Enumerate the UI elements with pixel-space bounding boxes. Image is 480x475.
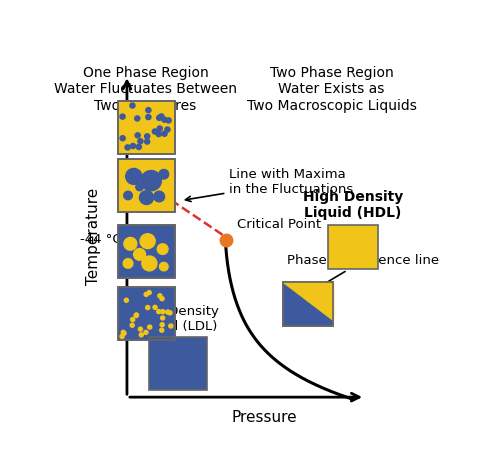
FancyBboxPatch shape [283,282,334,326]
Circle shape [168,311,172,315]
Circle shape [165,127,170,132]
Circle shape [141,171,161,190]
Circle shape [162,117,167,122]
Circle shape [126,169,142,184]
Circle shape [146,108,151,113]
Circle shape [138,327,143,331]
Circle shape [123,259,133,268]
Circle shape [135,116,140,121]
Circle shape [169,324,173,328]
FancyBboxPatch shape [118,101,175,154]
Circle shape [145,305,150,310]
Circle shape [140,190,154,205]
Text: Low Density
Liquid (LDL): Low Density Liquid (LDL) [138,305,218,333]
Circle shape [157,244,168,255]
Circle shape [156,115,162,120]
Circle shape [159,114,164,119]
FancyBboxPatch shape [118,225,175,278]
Text: Two Phase Region
Water Exists as
Two Macroscopic Liquids: Two Phase Region Water Exists as Two Mac… [247,66,417,113]
Circle shape [124,238,137,250]
Circle shape [161,316,165,320]
Text: Critical Point: Critical Point [237,218,321,231]
Circle shape [120,334,124,339]
Circle shape [146,114,151,120]
Circle shape [124,191,132,200]
Circle shape [156,310,161,314]
Circle shape [135,133,140,138]
Circle shape [120,114,125,119]
Circle shape [159,170,168,179]
FancyBboxPatch shape [328,225,378,269]
Circle shape [161,310,165,314]
Circle shape [153,305,157,309]
Circle shape [152,129,157,134]
Circle shape [144,331,148,334]
FancyBboxPatch shape [118,160,175,212]
Circle shape [148,325,152,329]
Circle shape [162,131,167,136]
Circle shape [124,298,128,302]
Circle shape [133,248,145,260]
Circle shape [134,314,138,317]
Circle shape [154,191,165,202]
Circle shape [122,331,126,335]
Circle shape [147,291,151,294]
Circle shape [144,139,150,144]
Circle shape [166,310,170,314]
Circle shape [134,313,139,317]
Circle shape [130,323,134,327]
FancyBboxPatch shape [118,287,175,341]
Circle shape [157,126,162,131]
Polygon shape [283,282,334,320]
Text: One Phase Region
Water Fluctuates Between
Two Structures: One Phase Region Water Fluctuates Betwee… [54,66,237,113]
Circle shape [142,256,157,271]
Text: Pressure: Pressure [232,410,298,425]
Circle shape [159,262,168,271]
Text: -44 °C: -44 °C [80,233,121,247]
Circle shape [166,118,171,123]
Text: High Density
Liquid (HDL): High Density Liquid (HDL) [303,190,403,220]
Text: Phase coexistence line: Phase coexistence line [287,254,439,296]
Circle shape [131,143,135,149]
Circle shape [140,234,155,248]
FancyBboxPatch shape [149,337,207,390]
Circle shape [130,103,135,108]
Circle shape [158,294,162,298]
Circle shape [120,136,125,141]
Circle shape [136,144,142,150]
Text: Line with Maxima
in the Fluctuations: Line with Maxima in the Fluctuations [185,168,353,201]
Circle shape [131,317,135,322]
Circle shape [156,132,161,136]
Text: Temperature: Temperature [86,188,101,285]
Circle shape [121,330,125,334]
Circle shape [160,297,164,301]
Circle shape [160,328,164,332]
Circle shape [139,333,144,337]
Circle shape [160,323,164,327]
Circle shape [144,134,150,139]
Circle shape [138,139,143,144]
Circle shape [136,183,144,190]
Circle shape [144,293,148,296]
Circle shape [125,145,130,150]
